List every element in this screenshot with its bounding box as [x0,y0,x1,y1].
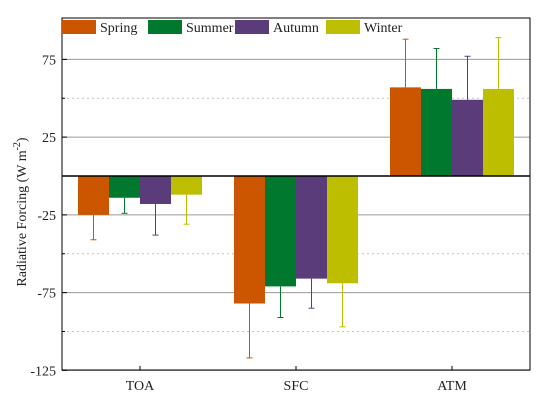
bar-atm-summer [421,88,452,176]
x-tick-label: TOA [126,379,155,394]
legend-label-spring: Spring [100,21,137,36]
legend-label-winter: Winter [364,21,403,36]
legend-swatch-autumn [235,20,269,34]
tick-labels: TOA SFC ATM 75 25 -25 -75 -125 [30,53,467,394]
legend-swatch-spring [62,20,96,34]
bar-sfc-winter [327,176,358,284]
bar-sfc-spring [234,176,265,304]
bar-sfc-autumn [296,176,327,279]
y-tick-label: 25 [42,131,56,146]
y-axis-title-main: Radiative Forcing (W m [15,150,30,286]
y-tick-label: 75 [42,53,56,68]
y-tick-label: -75 [37,287,56,302]
bar-groups [78,37,514,359]
bar-toa-winter [171,176,202,195]
plot-frame [61,17,531,371]
y-axis-title-close: ) [15,137,30,142]
y-axis-title-sup: -2 [12,142,23,150]
y-tick-label: -125 [30,364,56,379]
legend: Spring Summer Autumn Winter [62,20,403,36]
bar-toa-summer [109,176,140,198]
x-tick-label: ATM [437,379,467,394]
legend-swatch-summer [148,20,182,34]
bar-atm-spring [390,87,421,176]
bar-toa-spring [78,176,109,215]
bar-toa-autumn [140,176,171,204]
x-tick-label: SFC [284,379,309,394]
bar-atm-winter [483,88,514,176]
y-axis-title: Radiative Forcing (W m-2) [12,137,30,287]
bar-sfc-summer [265,176,296,287]
bar-atm-autumn [452,99,483,176]
y-tick-label: -25 [37,209,56,224]
axes [61,17,531,371]
legend-label-summer: Summer [186,21,234,36]
legend-swatch-winter [326,20,360,34]
legend-label-autumn: Autumn [273,21,319,36]
